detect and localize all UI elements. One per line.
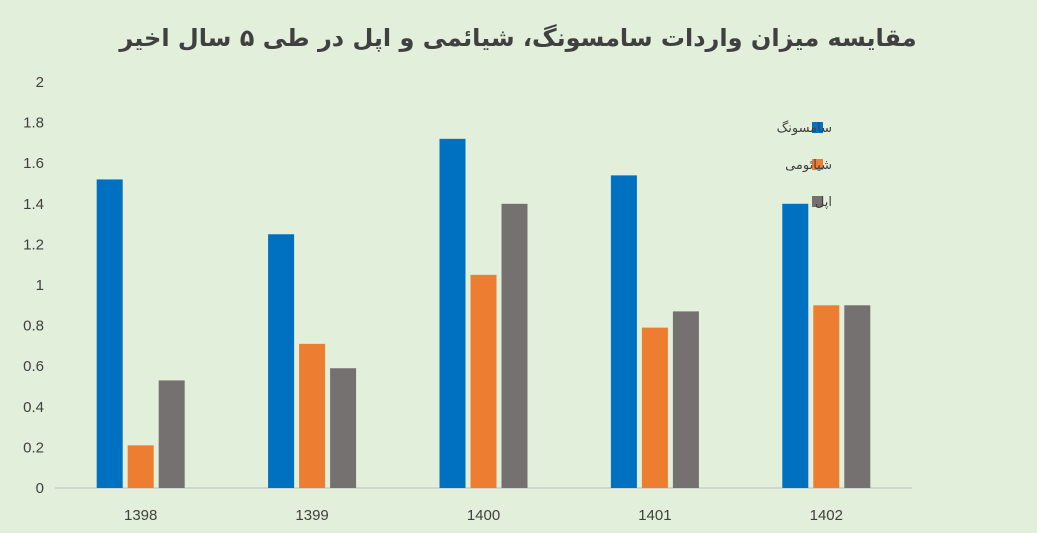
y-tick-label: 1.4 xyxy=(23,196,44,213)
y-tick-label: 0.2 xyxy=(23,439,44,456)
y-tick-label: 1.8 xyxy=(23,115,44,132)
y-tick-label: 1.2 xyxy=(23,236,44,253)
bar xyxy=(158,380,185,488)
legend-swatch xyxy=(812,159,823,170)
bar-group xyxy=(96,138,871,489)
x-axis-ticks: 1398 1399 1400 1401 1402 xyxy=(124,507,843,524)
bar xyxy=(610,175,637,488)
x-tick-label: 1401 xyxy=(638,507,671,524)
bar xyxy=(782,203,809,489)
y-tick-label: 1 xyxy=(36,277,44,294)
bar xyxy=(268,234,295,488)
legend-swatch xyxy=(812,196,823,207)
legend-label: سامسونگ xyxy=(777,120,832,136)
bar xyxy=(501,203,528,489)
y-tick-label: 0.6 xyxy=(23,358,44,375)
legend: سامسونگ شیائومی اپل xyxy=(777,120,832,210)
y-tick-label: 1.6 xyxy=(23,155,44,172)
legend-label: شیائومی xyxy=(785,158,832,173)
legend-label: اپل xyxy=(815,195,832,210)
y-tick-label: 0.4 xyxy=(23,399,44,416)
bar xyxy=(641,327,668,488)
bar xyxy=(813,305,840,488)
bar xyxy=(96,179,123,488)
bar xyxy=(299,343,326,488)
x-tick-label: 1398 xyxy=(124,507,157,524)
y-tick-label: 2 xyxy=(36,74,44,91)
y-tick-label: 0.8 xyxy=(23,318,44,335)
legend-swatch xyxy=(812,122,823,133)
bar xyxy=(330,368,357,488)
x-tick-label: 1402 xyxy=(810,507,843,524)
bar xyxy=(470,274,497,488)
y-tick-label: 0 xyxy=(36,480,44,497)
y-axis-ticks: 0 0.2 0.4 0.6 0.8 1 1.2 1.4 1.6 1.8 2 xyxy=(23,74,44,497)
bar xyxy=(439,138,466,488)
bar xyxy=(127,445,154,488)
chart-title: مقایسه میزان واردات سامسونگ، شیائمی و اپ… xyxy=(118,24,916,52)
x-tick-label: 1400 xyxy=(467,507,500,524)
bar xyxy=(672,311,699,488)
bar xyxy=(844,305,871,488)
x-tick-label: 1399 xyxy=(295,507,328,524)
